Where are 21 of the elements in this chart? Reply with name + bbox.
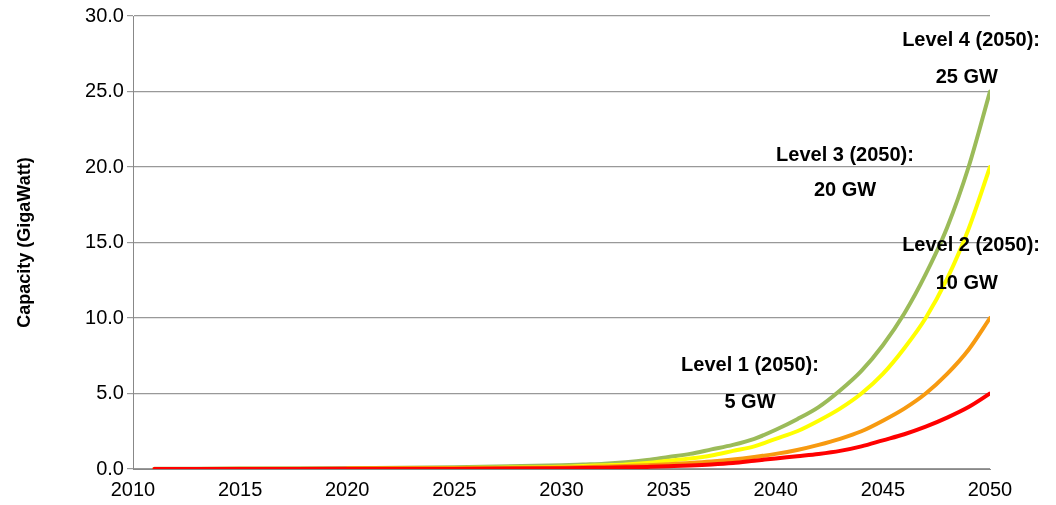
x-tick-label: 2040 bbox=[753, 477, 798, 500]
annotation: Level 1 (2050): 5 GW bbox=[681, 352, 819, 412]
annotation: Level 3 (2050): 20 GW bbox=[776, 142, 914, 200]
x-tick-label: 2015 bbox=[217, 477, 263, 500]
x-tick-label: 2030 bbox=[539, 477, 584, 500]
x-tick-label: 2045 bbox=[860, 477, 906, 500]
y-tick-label: 15.0 bbox=[85, 230, 124, 253]
y-tick-label: 20.0 bbox=[85, 154, 124, 177]
x-tick-label: 2010 bbox=[110, 477, 156, 500]
annotation: Level 4 (2050): 25 GW bbox=[902, 27, 1040, 87]
y-tick-label: 5.0 bbox=[96, 381, 124, 404]
x-tick-label: 2020 bbox=[325, 477, 370, 500]
y-tick-label: 0.0 bbox=[96, 456, 124, 479]
x-tick-label: 2035 bbox=[646, 477, 691, 500]
x-tick-label: 2050 bbox=[967, 477, 1013, 500]
line-series bbox=[152, 391, 990, 469]
y-tick-label: 10.0 bbox=[85, 305, 124, 328]
y-axis-title: Capacity (GigaWatt) bbox=[13, 157, 34, 328]
y-tick-label: 25.0 bbox=[85, 79, 124, 102]
x-tick-label: 2025 bbox=[432, 477, 477, 500]
y-tick-label: 30.0 bbox=[85, 3, 124, 26]
